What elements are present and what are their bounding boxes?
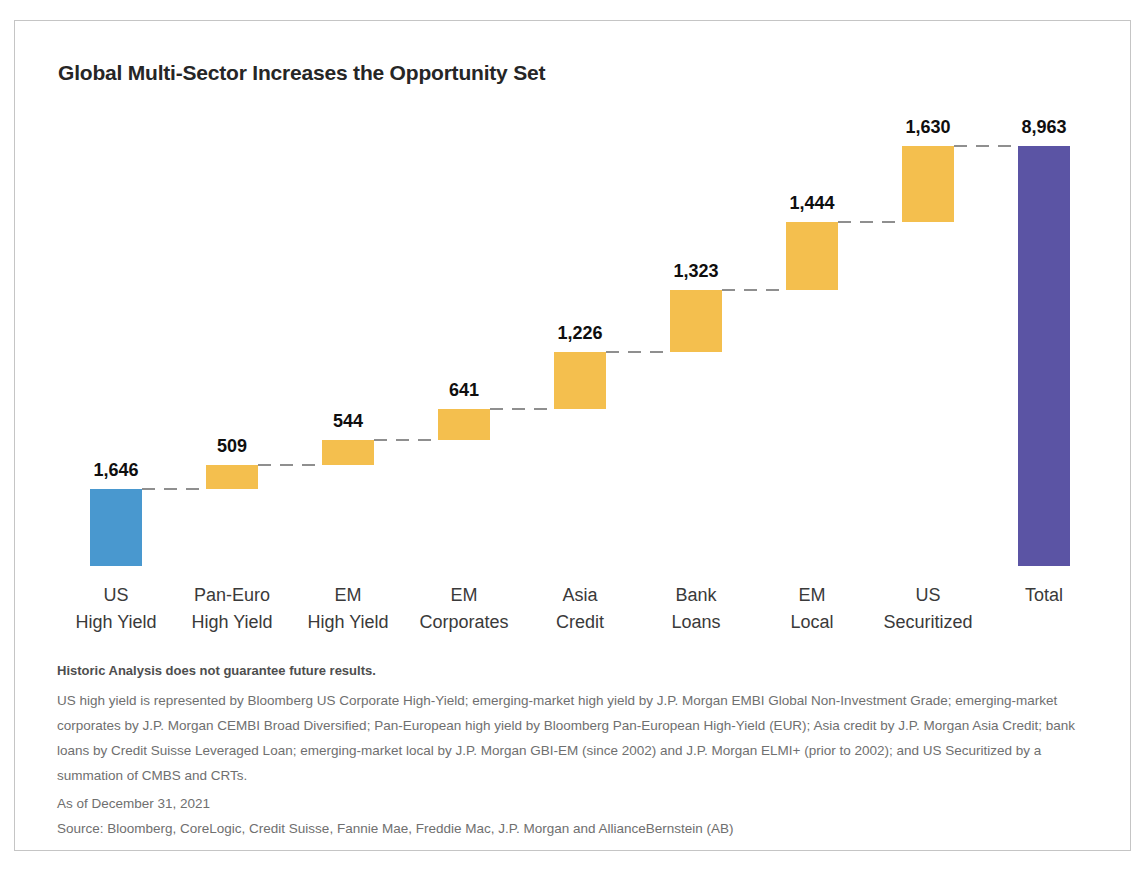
waterfall-connector — [258, 464, 322, 466]
value-label-total: 8,963 — [986, 117, 1102, 138]
value-label-pan-euro-high-yield: 509 — [174, 436, 290, 457]
source-attribution: Source: Bloomberg, CoreLogic, Credit Sui… — [57, 816, 1097, 841]
category-label-bank-loans: Bank Loans — [638, 582, 754, 636]
chart-card: Global Multi-Sector Increases the Opport… — [14, 20, 1131, 851]
waterfall-connector — [142, 488, 206, 490]
chart-title: Global Multi-Sector Increases the Opport… — [58, 61, 545, 85]
bar-asia-credit — [554, 352, 606, 409]
value-label-em-corporates: 641 — [406, 380, 522, 401]
waterfall-connector — [490, 408, 554, 410]
waterfall-connector — [838, 221, 902, 223]
waterfall-connector — [374, 439, 438, 441]
category-label-em-local: EM Local — [754, 582, 870, 636]
value-label-em-high-yield: 544 — [290, 411, 406, 432]
waterfall-connector — [722, 289, 786, 291]
value-label-us-high-yield: 1,646 — [58, 460, 174, 481]
footnotes: Historic Analysis does not guarantee fut… — [57, 663, 1097, 841]
category-label-us-securitized: US Securitized — [870, 582, 986, 636]
category-label-asia-credit: Asia Credit — [522, 582, 638, 636]
category-axis: US High YieldPan-Euro High YieldEM High … — [58, 582, 1102, 636]
category-label-us-high-yield: US High Yield — [58, 582, 174, 636]
bar-em-high-yield — [322, 440, 374, 465]
bar-bank-loans — [670, 290, 722, 352]
bar-pan-euro-high-yield — [206, 465, 258, 489]
value-label-asia-credit: 1,226 — [522, 323, 638, 344]
value-label-us-securitized: 1,630 — [870, 117, 986, 138]
disclaimer-text: Historic Analysis does not guarantee fut… — [57, 663, 1097, 678]
waterfall-connector — [954, 145, 1018, 147]
value-label-bank-loans: 1,323 — [638, 261, 754, 282]
category-label-em-corporates: EM Corporates — [406, 582, 522, 636]
waterfall-connector — [606, 351, 670, 353]
index-definitions-text: US high yield is represented by Bloomber… — [57, 688, 1097, 788]
bar-us-securitized — [902, 146, 954, 222]
value-label-em-local: 1,444 — [754, 193, 870, 214]
bar-total — [1018, 146, 1070, 566]
bar-em-corporates — [438, 409, 490, 439]
bar-us-high-yield — [90, 489, 142, 566]
as-of-date: As of December 31, 2021 — [57, 791, 1097, 816]
category-label-em-high-yield: EM High Yield — [290, 582, 406, 636]
bar-em-local — [786, 222, 838, 290]
category-label-pan-euro-high-yield: Pan-Euro High Yield — [174, 582, 290, 636]
waterfall-plot: 1,6465095446411,2261,3231,4441,6308,963 — [58, 146, 1102, 566]
category-label-total: Total — [986, 582, 1102, 636]
